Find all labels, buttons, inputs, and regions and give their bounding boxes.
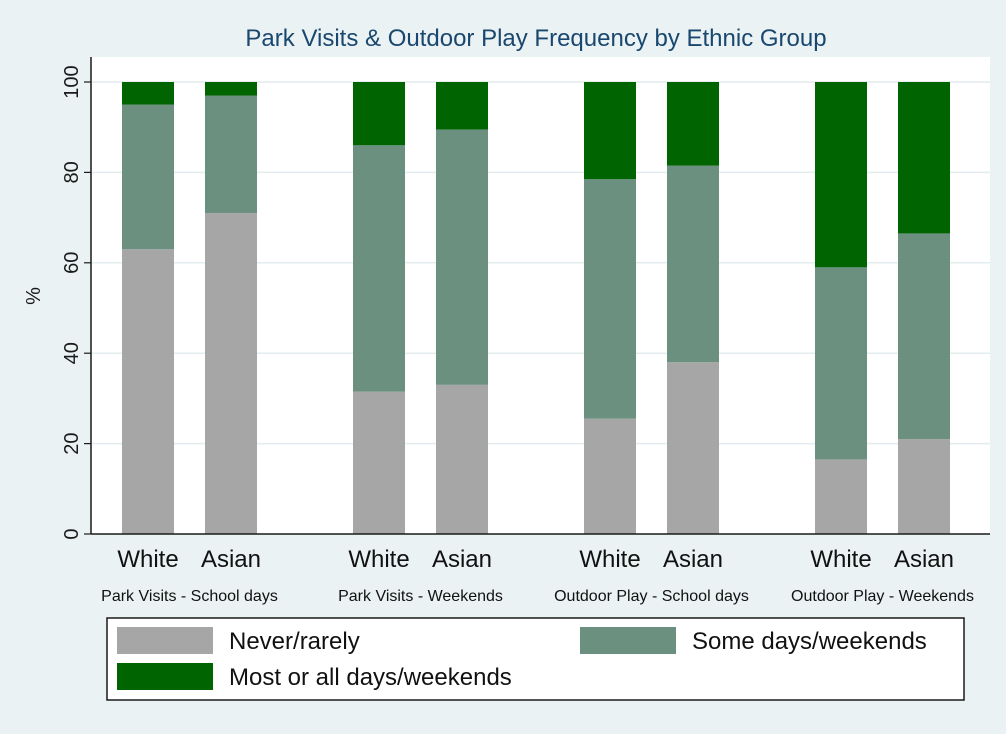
bar-segment	[205, 95, 257, 214]
group-label: Outdoor Play - Weekends	[791, 588, 974, 605]
bar-segment	[898, 82, 950, 234]
bar-segment	[898, 233, 950, 440]
bar-segment	[815, 267, 867, 460]
bar-segment	[353, 391, 405, 534]
legend-swatch	[580, 627, 676, 654]
axes: 0 20 40 60 80 100 White Asian Park Visits - Scho…	[61, 57, 990, 605]
y-tick-label: 100	[61, 65, 83, 98]
bar-segment	[898, 439, 950, 534]
bar-segment	[353, 145, 405, 392]
bar-segment	[436, 384, 488, 534]
bar-segment	[436, 129, 488, 385]
legend-swatch	[117, 627, 213, 654]
category-label: Asian	[663, 546, 723, 573]
bar-segment	[667, 165, 719, 363]
bar-segment	[815, 82, 867, 268]
legend: Never/rarely Some days/weekends Most or al…	[106, 617, 965, 701]
bar-segment	[205, 213, 257, 534]
bar-segment	[667, 362, 719, 534]
bar-segment	[353, 82, 405, 146]
bar-segment	[667, 82, 719, 166]
category-label: White	[117, 546, 178, 573]
group-label: Park Visits - School days	[101, 588, 278, 605]
bar-segment	[122, 249, 174, 535]
category-label: Asian	[894, 546, 954, 573]
legend-swatch	[117, 663, 213, 690]
category-label: White	[348, 546, 409, 573]
bar-segment	[122, 104, 174, 250]
category-label: White	[579, 546, 640, 573]
y-axis-label: %	[23, 287, 45, 305]
chart-title: Park Visits & Outdoor Play Frequency by …	[245, 25, 826, 52]
y-tick-label: 40	[61, 342, 83, 364]
bar-segment	[122, 82, 174, 105]
y-tick-label: 80	[61, 161, 83, 183]
bars	[122, 82, 950, 535]
bar-segment	[584, 82, 636, 180]
y-tick-label: 0	[61, 528, 83, 539]
legend-label: Some days/weekends	[692, 628, 927, 655]
category-label: White	[810, 546, 871, 573]
bar-segment	[436, 82, 488, 130]
bar-segment	[584, 179, 636, 419]
legend-label: Never/rarely	[229, 628, 360, 655]
group-label: Outdoor Play - School days	[554, 588, 749, 605]
bar-segment	[815, 459, 867, 534]
group-label: Park Visits - Weekends	[338, 588, 503, 605]
bar-segment	[205, 82, 257, 96]
legend-box	[106, 617, 965, 701]
y-tick-label: 60	[61, 252, 83, 274]
legend-label: Most or all days/weekends	[229, 664, 512, 691]
y-tick-label: 20	[61, 432, 83, 454]
category-label: Asian	[201, 546, 261, 573]
category-label: Asian	[432, 546, 492, 573]
bar-segment	[584, 418, 636, 534]
